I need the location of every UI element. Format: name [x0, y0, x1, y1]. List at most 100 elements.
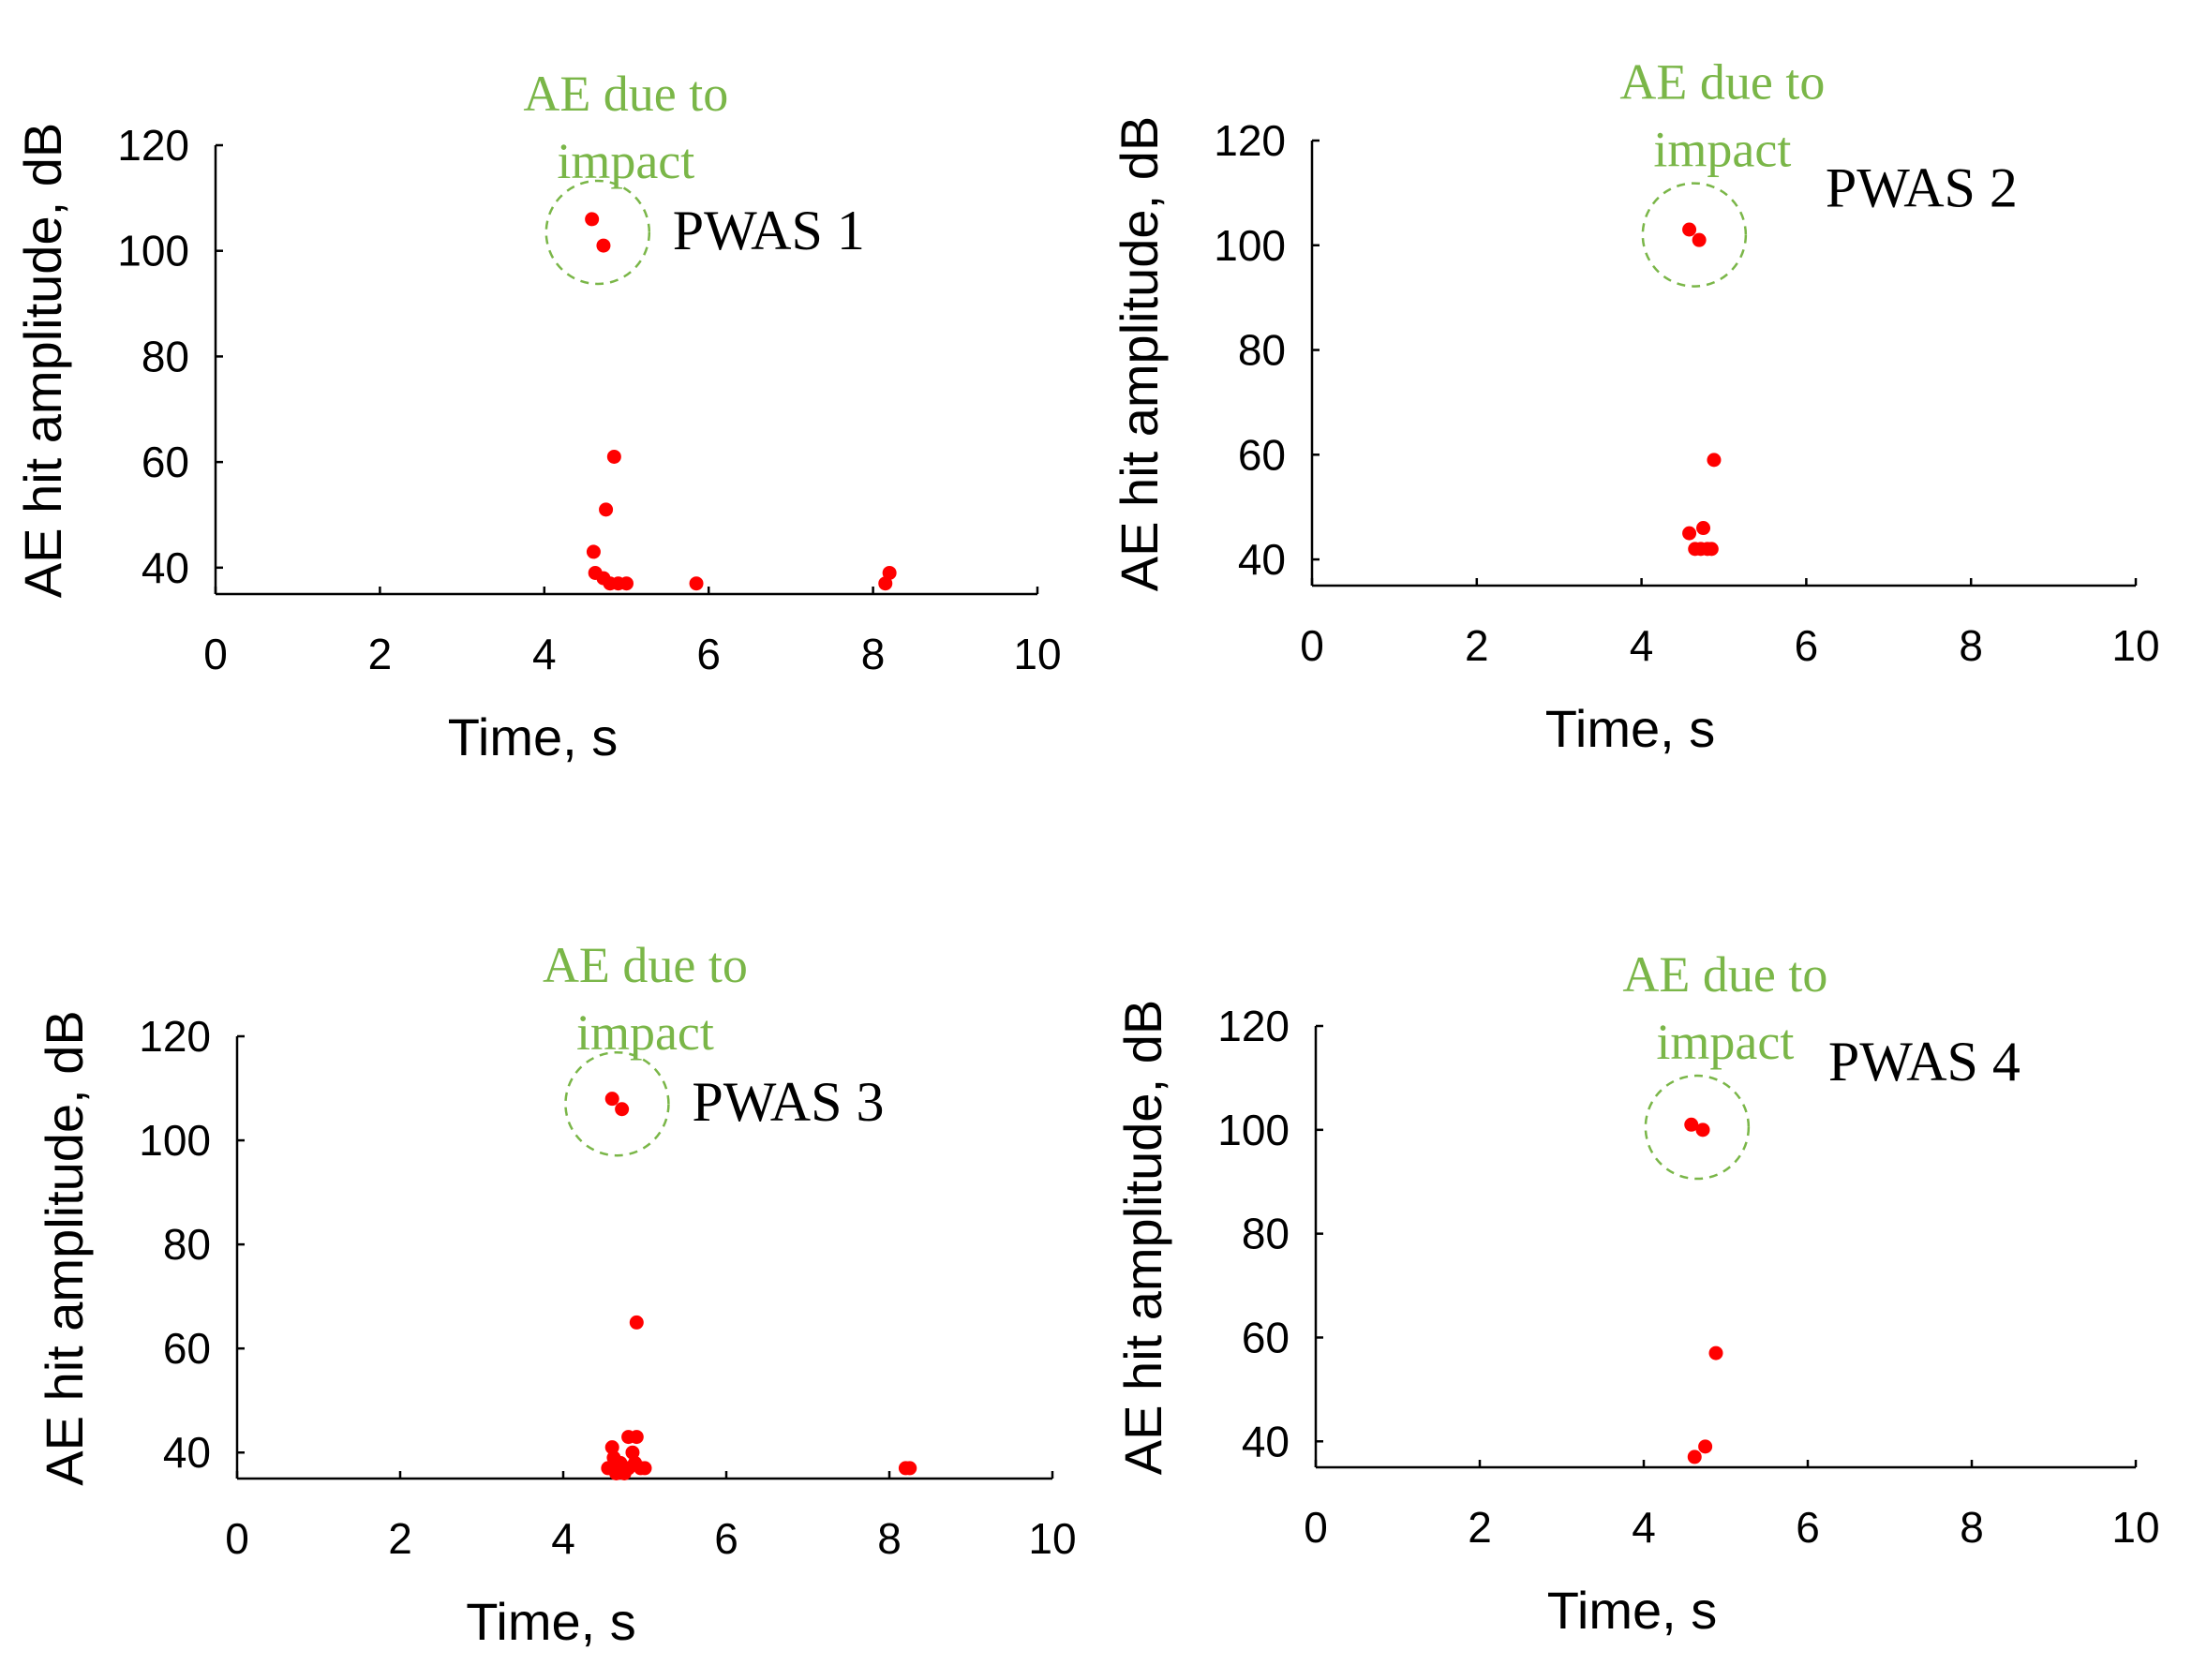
y-axis-title: AE hit amplitude, dB [1113, 1000, 1172, 1475]
data-point [629, 1315, 644, 1330]
x-axis-title: Time, s [466, 1592, 635, 1651]
data-point [1692, 232, 1707, 247]
x-tick-label: 0 [1300, 621, 1324, 670]
impact-highlight-circle [1641, 182, 1748, 288]
y-tick-label: 60 [142, 438, 189, 486]
impact-highlight-circle [564, 1050, 670, 1157]
data-point [1695, 1122, 1710, 1137]
y-tick-label: 80 [1242, 1210, 1290, 1258]
y-tick-label: 100 [139, 1116, 211, 1165]
y-tick-label: 120 [1217, 1002, 1290, 1050]
x-tick-label: 8 [877, 1514, 902, 1563]
impact-annotation-line: impact [1656, 1014, 1794, 1070]
impact-highlight-circle [544, 179, 651, 286]
data-point [629, 1430, 644, 1445]
x-tick-label: 10 [2111, 621, 2159, 670]
chart-panel-4: 0 2 4 6 8 10 40 60 80 100 120 Time, s AE hit amplitu… [1113, 946, 2160, 1640]
x-tick-label: 8 [1959, 621, 1983, 670]
x-axis-title: Time, s [448, 707, 618, 766]
x-tick-label: 2 [388, 1514, 412, 1563]
y-tick-label: 40 [142, 543, 189, 592]
y-tick-label: 40 [1242, 1417, 1290, 1465]
data-point [637, 1461, 652, 1476]
data-point [1684, 1117, 1699, 1132]
chart-panel-1: 0 2 4 6 8 10 40 60 80 100 120 Time, s AE hit amplitu… [13, 66, 1062, 766]
panel-label: PWAS 4 [1828, 1031, 2021, 1093]
y-tick-label: 80 [142, 332, 189, 380]
impact-highlight-circle [1644, 1074, 1751, 1181]
data-point [617, 1465, 632, 1480]
impact-annotation-line: impact [1653, 122, 1791, 178]
data-point [1698, 1439, 1713, 1454]
x-tick-label: 2 [1468, 1503, 1492, 1552]
x-tick-label: 4 [551, 1514, 575, 1563]
x-tick-label: 6 [714, 1514, 738, 1563]
data-point [619, 576, 634, 591]
data-point [902, 1461, 917, 1476]
x-tick-label: 10 [1028, 1514, 1076, 1563]
x-tick-label: 2 [368, 630, 393, 678]
y-axis-title: AE hit amplitude, dB [13, 123, 72, 598]
y-axis-title: AE hit amplitude, dB [1110, 116, 1169, 591]
data-point [586, 544, 601, 559]
x-tick-label: 0 [225, 1514, 249, 1563]
data-point [1696, 521, 1711, 536]
x-tick-label: 8 [1960, 1503, 1984, 1552]
x-tick-label: 4 [1630, 621, 1654, 670]
x-tick-label: 4 [1632, 1503, 1656, 1552]
x-tick-label: 0 [203, 630, 228, 678]
x-tick-label: 10 [1013, 630, 1061, 678]
y-axis-title: AE hit amplitude, dB [35, 1010, 94, 1485]
data-point [615, 1102, 630, 1117]
y-tick-label: 60 [1238, 430, 1286, 479]
data-point [604, 1440, 619, 1455]
data-point [585, 212, 600, 227]
chart-panel-3: 0 2 4 6 8 10 40 60 80 100 120 Time, s AE hit amplitu… [35, 937, 1077, 1651]
data-point [606, 449, 621, 464]
panel-label: PWAS 1 [673, 200, 865, 261]
data-point [1704, 542, 1719, 557]
impact-annotation-line: AE due to [543, 937, 748, 993]
chart-panel-2: 0 2 4 6 8 10 40 60 80 100 120 Time, s AE hit amplitu… [1110, 54, 2160, 758]
x-tick-label: 10 [2111, 1503, 2159, 1552]
data-point [1708, 1345, 1723, 1360]
x-tick-label: 6 [696, 630, 721, 678]
data-point [596, 238, 611, 253]
impact-annotation-line: AE due to [523, 66, 728, 122]
y-tick-label: 120 [139, 1012, 211, 1061]
y-tick-label: 100 [117, 227, 189, 275]
data-point [625, 1445, 640, 1460]
impact-annotation-line: AE due to [1622, 946, 1827, 1003]
y-tick-label: 100 [1217, 1106, 1290, 1154]
x-axis-title: Time, s [1545, 699, 1715, 758]
x-axis-title: Time, s [1547, 1581, 1717, 1640]
x-tick-label: 0 [1304, 1503, 1328, 1552]
data-point [604, 1092, 619, 1107]
x-tick-label: 6 [1796, 1503, 1820, 1552]
data-point [878, 576, 893, 591]
data-point [1682, 222, 1697, 237]
y-tick-label: 60 [163, 1324, 211, 1373]
data-point [689, 576, 704, 591]
impact-annotation-line: impact [576, 1004, 714, 1061]
data-point [1707, 453, 1722, 468]
y-tick-label: 100 [1214, 221, 1286, 270]
x-tick-label: 4 [532, 630, 557, 678]
y-tick-label: 80 [163, 1220, 211, 1269]
y-tick-label: 120 [1214, 116, 1286, 165]
panel-label: PWAS 3 [692, 1071, 884, 1133]
x-tick-label: 2 [1465, 621, 1489, 670]
data-point [882, 565, 897, 580]
impact-annotation-line: AE due to [1619, 54, 1825, 111]
y-tick-label: 40 [163, 1428, 211, 1477]
x-tick-label: 6 [1795, 621, 1819, 670]
y-tick-label: 40 [1238, 535, 1286, 584]
impact-annotation-line: impact [557, 133, 694, 189]
y-tick-label: 60 [1242, 1313, 1290, 1361]
x-tick-label: 8 [861, 630, 886, 678]
y-tick-label: 120 [117, 121, 189, 170]
y-tick-label: 80 [1238, 326, 1286, 375]
panel-label: PWAS 2 [1826, 157, 2018, 219]
data-point [599, 502, 614, 517]
